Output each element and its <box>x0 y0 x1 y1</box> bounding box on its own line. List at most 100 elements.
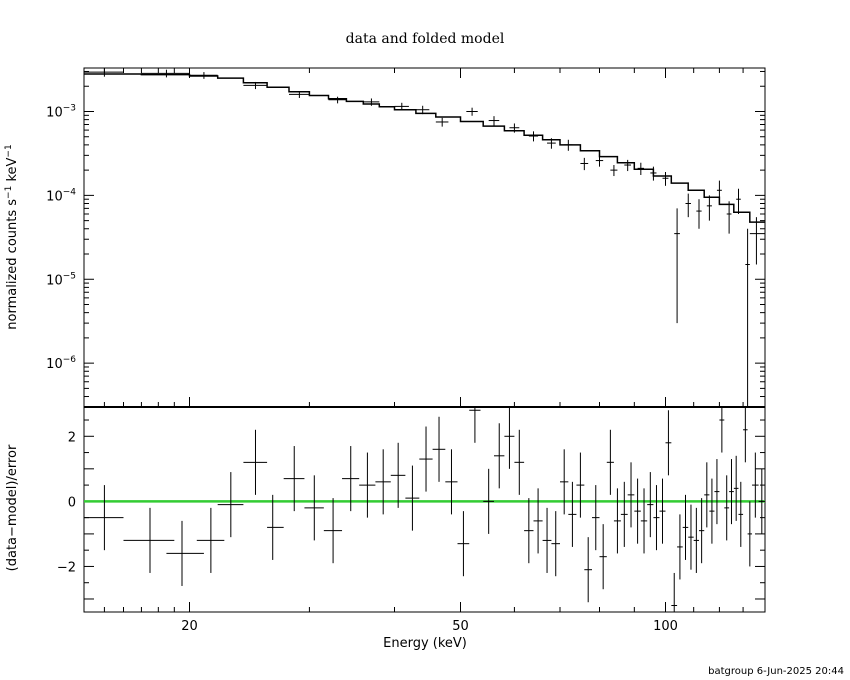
data-point <box>363 98 380 106</box>
residual-y-axis-label: (data−model)/error <box>5 444 20 571</box>
y-tick-label: 10−4 <box>46 187 76 204</box>
data-point <box>749 217 765 265</box>
data-point <box>84 68 124 77</box>
footer-timestamp: 6-Jun-2025 20:44 <box>757 666 844 677</box>
residual-point <box>752 452 759 518</box>
data-point <box>415 105 430 115</box>
y-tick-label: 10−3 <box>46 103 76 120</box>
residual-point <box>743 407 748 463</box>
residual-point <box>267 494 284 560</box>
model-histogram <box>84 73 765 223</box>
y-axis-label-text: normalized counts s−1 keV−1 <box>4 144 20 329</box>
y-tick-label: 10−6 <box>46 355 76 372</box>
residual-point <box>738 481 744 547</box>
data-point <box>509 123 520 133</box>
residual-point <box>620 481 628 547</box>
residual-point <box>714 459 720 525</box>
top-y-axis-label: normalized counts s−1 keV−1 <box>4 144 20 329</box>
residual-point <box>634 478 641 544</box>
residual-point <box>729 459 734 525</box>
residual-point <box>494 423 505 489</box>
y-tick-label: 2 <box>68 430 76 445</box>
residual-point <box>682 494 689 560</box>
data-point <box>466 107 478 116</box>
data-point <box>696 199 702 229</box>
data-point <box>547 138 556 149</box>
residual-point <box>627 462 635 528</box>
residual-point <box>640 488 648 554</box>
residual-point <box>514 429 525 495</box>
residual-point <box>304 475 324 541</box>
residual-frame <box>83 406 766 613</box>
residual-point <box>659 478 666 544</box>
y-tick-label: −2 <box>57 560 76 575</box>
residual-point <box>469 407 481 443</box>
x-axis-label: Energy (keV) <box>383 636 467 651</box>
data-point <box>141 69 190 78</box>
data-point <box>674 208 680 324</box>
residual-point <box>217 472 244 538</box>
data-point <box>650 166 657 181</box>
data-point <box>726 201 732 234</box>
data-point <box>243 81 268 90</box>
residual-point <box>359 452 376 518</box>
residual-point <box>599 524 607 590</box>
residual-point <box>606 429 614 495</box>
residual-point <box>504 407 515 469</box>
residual-point <box>243 429 268 495</box>
y-tick-label: 0 <box>68 495 76 510</box>
residual-point <box>709 478 715 544</box>
residual-point <box>551 511 560 577</box>
residual-point <box>568 481 577 547</box>
residual-point <box>758 468 765 534</box>
residual-point <box>524 498 534 564</box>
residual-point <box>342 446 360 512</box>
residual-point <box>123 507 175 573</box>
residual-point <box>592 485 600 551</box>
data-point <box>624 159 632 172</box>
data-point <box>745 228 750 407</box>
residual-point <box>677 514 683 580</box>
data-point <box>716 180 722 204</box>
residual-point <box>542 507 552 573</box>
residual-point <box>724 475 730 541</box>
residual-point <box>323 498 343 564</box>
residual-point <box>671 572 678 612</box>
data-point <box>564 139 573 151</box>
data-point <box>610 165 618 177</box>
data-point <box>736 188 741 214</box>
residual-point <box>457 511 470 577</box>
residual-point <box>375 449 391 515</box>
residual-point <box>653 485 660 551</box>
data-point <box>189 72 218 79</box>
residual-point <box>196 507 225 573</box>
data-point <box>637 162 645 175</box>
residual-point <box>719 407 725 453</box>
data-point <box>289 91 310 98</box>
residual-point <box>405 465 420 531</box>
data-point <box>706 195 712 221</box>
residual-point <box>613 488 621 554</box>
spectrum-panel: 10−3 10−4 10−5 10−6 <box>46 67 766 408</box>
residual-point <box>445 449 458 515</box>
residual-point <box>699 498 705 564</box>
residual-point <box>733 455 739 521</box>
data-point <box>662 171 669 186</box>
residual-point <box>576 452 585 518</box>
data-point <box>580 157 589 171</box>
residual-point <box>559 449 569 515</box>
data-point <box>528 131 539 142</box>
data-point <box>595 155 604 167</box>
x-tick-label: 100 <box>653 619 678 634</box>
residual-point <box>704 462 710 528</box>
x-tick-label: 50 <box>452 619 469 634</box>
data-point <box>685 193 691 218</box>
residual-point <box>432 416 446 482</box>
residual-point <box>665 410 672 476</box>
residual-point <box>747 501 753 567</box>
spectrum-frame <box>83 67 766 408</box>
residual-point <box>390 442 406 508</box>
residual-point <box>84 485 124 551</box>
